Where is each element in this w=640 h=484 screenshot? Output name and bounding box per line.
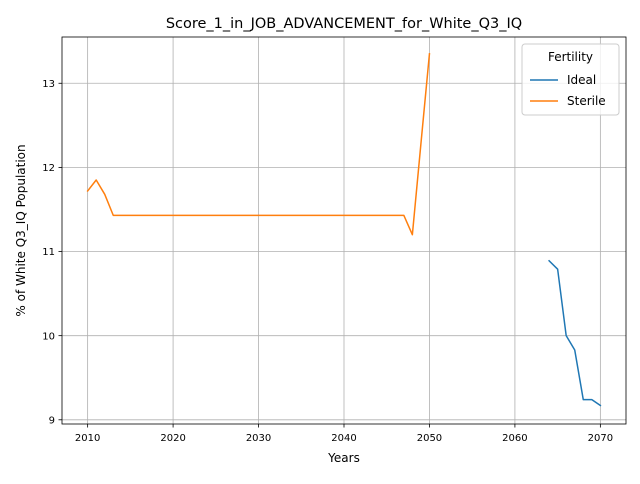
y-tick-label: 11: [42, 247, 55, 258]
legend-label-sterile: Sterile: [567, 94, 606, 108]
legend: Fertility Ideal Sterile: [521, 43, 620, 116]
y-tick-label: 10: [42, 331, 55, 342]
series-line-sterile: [86, 53, 431, 236]
x-tick-label: 2050: [417, 433, 442, 444]
x-tick-label: 2070: [588, 433, 613, 444]
x-tick-label: 2060: [502, 433, 527, 444]
x-axis-label: Years: [327, 451, 360, 465]
y-tick-label: 13: [42, 79, 55, 90]
chart-title: Score_1_in_JOB_ADVANCEMENT_for_White_Q3_…: [166, 16, 522, 32]
grid: [62, 37, 626, 424]
axis-ticks: 2010 2020 2030 2040 2050 2060 2070 9 10 11 12 13: [42, 79, 613, 444]
series-lines: [86, 53, 602, 407]
x-tick-label: 2030: [246, 433, 271, 444]
legend-box: [521, 43, 620, 116]
legend-label-ideal: Ideal: [567, 73, 596, 87]
legend-entries: Ideal Sterile: [530, 73, 606, 108]
y-axis-label: % of White Q3_IQ Population: [14, 144, 28, 316]
y-tick-label: 12: [42, 163, 55, 174]
series-line-ideal: [548, 259, 602, 407]
x-tick-label: 2020: [160, 433, 185, 444]
legend-title: Fertility: [548, 50, 593, 64]
x-tick-label: 2040: [331, 433, 356, 444]
y-tick-label: 9: [49, 415, 55, 426]
x-tick-label: 2010: [75, 433, 100, 444]
